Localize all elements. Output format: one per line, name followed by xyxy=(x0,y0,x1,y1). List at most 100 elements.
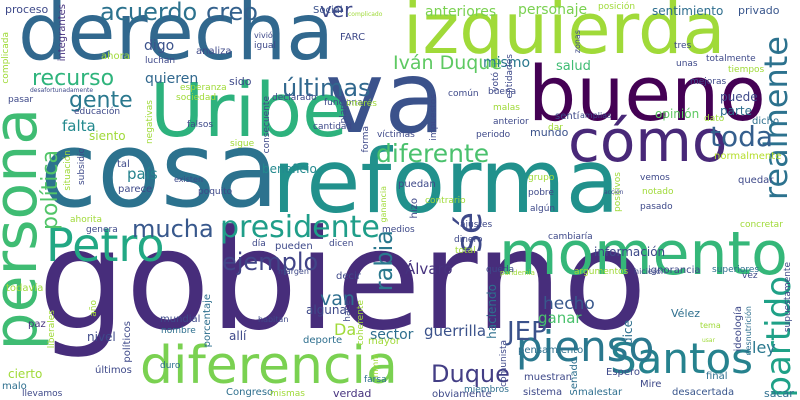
word-puede: puede xyxy=(720,90,758,104)
word-declarado: declarado xyxy=(272,93,317,103)
word-politicos: políticos xyxy=(122,321,133,363)
word-pasado: pasado xyxy=(640,202,673,212)
word-gobierno: gobierno xyxy=(38,200,648,361)
word-deporte: deporte xyxy=(303,335,343,346)
word-mejoras: mejoras xyxy=(690,77,727,87)
word-mmm: mmm xyxy=(371,354,380,378)
word-ajustes: ajustes xyxy=(460,220,493,230)
word-algun: algún xyxy=(530,204,556,214)
word-ejemplo: ejemplo xyxy=(222,248,319,276)
word-liberales: liberales xyxy=(47,310,57,349)
word-nivel: nivel xyxy=(87,330,116,344)
word-integrantes: integrantes xyxy=(57,4,68,62)
word-sacar: sacar xyxy=(764,387,794,400)
word-nombre: nombre xyxy=(161,326,196,336)
word-reforma: reforma xyxy=(272,130,620,233)
word-rabia: rabia xyxy=(370,230,398,292)
word-forma: forma xyxy=(361,126,371,153)
word-muestran: muestran xyxy=(524,372,572,383)
word-desafortunadamente: desafortunadamente xyxy=(30,87,94,94)
word-pensamiento: pensamiento xyxy=(518,345,584,356)
word-comun: común xyxy=(448,89,479,99)
word-ahora: ahora xyxy=(101,51,130,62)
word-interes: interés xyxy=(346,99,377,109)
word-ignorancia: ignorancia xyxy=(648,265,701,276)
word-duro: duro xyxy=(160,361,181,371)
word-acuerdo: acuerdo xyxy=(100,0,198,26)
word-congreso: Congreso xyxy=(226,387,274,398)
word-pandemia: pandemia xyxy=(500,269,535,277)
word-analiza: analiza xyxy=(196,46,232,57)
word-mucha: mucha xyxy=(132,215,214,243)
word-amplias: amplias xyxy=(580,111,612,120)
word-desnutricion: desnutrición xyxy=(744,306,753,356)
word-medios: medios xyxy=(382,225,415,235)
word-mayor: mayor xyxy=(368,336,401,347)
word-sector: sector xyxy=(370,327,414,343)
word-duque: Duque xyxy=(431,360,510,388)
word-mismas: mismas xyxy=(270,389,305,399)
word-malestar: malestar xyxy=(578,387,623,398)
word-hace: hace xyxy=(343,300,353,322)
word-ver: ver xyxy=(320,0,353,22)
word-pais: país xyxy=(127,165,158,183)
word-miembros: miembros xyxy=(464,385,509,395)
word-ideologia: ideología xyxy=(733,306,744,352)
word-existen: existen xyxy=(174,175,204,184)
word-genera: genera xyxy=(86,225,118,235)
word-tres: tres xyxy=(674,41,692,51)
word-ganancia: ganancia xyxy=(379,186,388,223)
word-mire: Mire xyxy=(640,379,662,390)
word-subsidio: subsidio xyxy=(77,148,87,186)
word-momento: momento xyxy=(499,219,788,289)
word-uribe: Uribe xyxy=(150,68,348,154)
word-jep: JEP xyxy=(507,317,547,347)
word-tiempos: tiempos xyxy=(728,65,765,75)
word-diferente: diferente xyxy=(376,139,490,168)
word-periodo: periodo xyxy=(476,130,511,140)
word-opinion: opinión xyxy=(655,107,700,121)
word-dice: dice xyxy=(621,320,635,345)
word-siento: siento xyxy=(89,129,126,143)
word-recurso: recurso xyxy=(32,66,115,91)
word-buena: buena xyxy=(488,87,517,97)
word-senti: sentí xyxy=(555,111,580,122)
word-luchan: luchan xyxy=(145,56,176,66)
word-queda: queda xyxy=(486,265,515,275)
word-malo: malo xyxy=(2,381,27,392)
word-vemos: vemos xyxy=(640,173,670,183)
word-quieren: quieren xyxy=(145,71,199,87)
word-tal: tal xyxy=(117,159,130,170)
word-totalmente: totalmente xyxy=(706,54,756,64)
word-complicada: complicada xyxy=(1,32,11,84)
word-como: cómo xyxy=(568,107,728,175)
word-poquito: poquito xyxy=(198,187,233,197)
word-va: va xyxy=(325,39,446,156)
word-ultimas: últimas xyxy=(282,74,371,102)
word-beneficio: beneficio xyxy=(262,162,317,176)
word-llevamos: llevamos xyxy=(22,389,63,399)
word-dia: día xyxy=(252,239,266,249)
word-izquierda: izquierda xyxy=(403,0,726,70)
word-ganar: ganar xyxy=(538,309,582,327)
word-accion: acción xyxy=(604,189,624,196)
word-falsos: falsos xyxy=(187,120,214,130)
word-verdad: verdad xyxy=(333,387,372,400)
word-falta: falta xyxy=(62,117,96,135)
word-paz: paz xyxy=(28,319,46,330)
word-puedan: puedan xyxy=(398,179,436,190)
word-complicado: complicado xyxy=(348,11,383,18)
word-obviamente: obviamente xyxy=(432,389,492,400)
word-pasar: pasar xyxy=(8,95,34,105)
word-pienso: pienso xyxy=(516,322,655,371)
word-usar: usar xyxy=(702,337,716,344)
word-todavia: todavía xyxy=(6,283,44,294)
word-normalmente: normalmente xyxy=(714,151,782,162)
word-da: Da xyxy=(334,320,357,339)
word-politica: política xyxy=(38,150,63,230)
word-ano: año xyxy=(89,300,99,317)
word-guerrilla: guerrilla xyxy=(424,322,487,340)
word-mundial: mundial xyxy=(160,314,201,325)
word-vez: vez xyxy=(742,271,758,281)
word-ahorita: ahorita xyxy=(70,215,102,225)
